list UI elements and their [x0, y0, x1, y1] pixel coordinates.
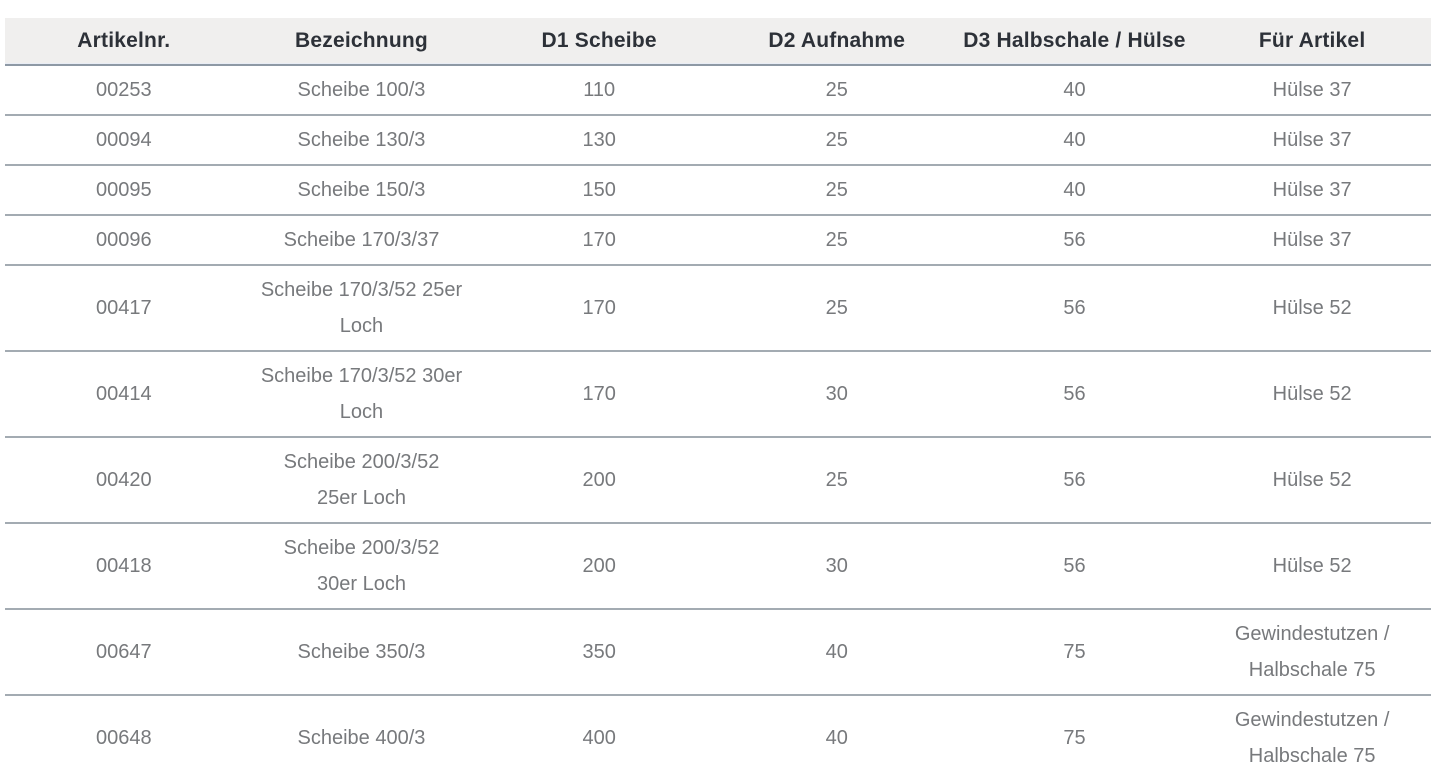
- table-row: 00253 Scheibe 100/3 110 25 40 Hülse 37: [5, 65, 1431, 115]
- cell-d3-halbschale-huelse: 56: [955, 436, 1194, 523]
- cell-d1-scheibe: 130: [480, 114, 718, 165]
- cell-d1-scheibe: 170: [480, 214, 718, 265]
- cell-fuer-artikel: Hülse 52: [1193, 522, 1431, 609]
- column-header-d3-halbschale-huelse: D3 Halbschale / Hülse: [955, 18, 1194, 66]
- cell-artikelnr: 00096: [5, 214, 243, 265]
- cell-d1-scheibe: 200: [480, 436, 718, 523]
- cell-d1-scheibe: 400: [480, 694, 718, 775]
- cell-d2-aufnahme: 25: [717, 164, 956, 215]
- cell-fuer-artikel: Hülse 52: [1193, 350, 1431, 437]
- column-header-d1-scheibe: D1 Scheibe: [480, 18, 718, 66]
- cell-fuer-artikel: Hülse 37: [1193, 164, 1431, 215]
- cell-bezeichnung: Scheibe 170/3/52 30er Loch: [242, 350, 481, 437]
- table-header: Artikelnr. Bezeichnung D1 Scheibe D2 Auf…: [5, 18, 1431, 66]
- table-header-row: Artikelnr. Bezeichnung D1 Scheibe D2 Auf…: [5, 18, 1431, 66]
- cell-d1-scheibe: 170: [480, 350, 718, 437]
- cell-artikelnr: 00647: [5, 608, 243, 695]
- cell-fuer-artikel: Hülse 37: [1193, 114, 1431, 165]
- cell-d1-scheibe: 350: [480, 608, 718, 695]
- cell-artikelnr: 00420: [5, 436, 243, 523]
- table-row: 00417 Scheibe 170/3/52 25er Loch 170 25 …: [5, 264, 1431, 351]
- cell-d3-halbschale-huelse: 56: [955, 214, 1194, 265]
- table-row: 00647 Scheibe 350/3 350 40 75 Gewindestu…: [5, 608, 1431, 695]
- cell-d1-scheibe: 200: [480, 522, 718, 609]
- cell-d3-halbschale-huelse: 56: [955, 350, 1194, 437]
- cell-d2-aufnahme: 25: [717, 214, 956, 265]
- cell-d2-aufnahme: 30: [717, 350, 956, 437]
- cell-bezeichnung: Scheibe 350/3: [242, 608, 481, 695]
- table-row: 00418 Scheibe 200/3/52 30er Loch 200 30 …: [5, 522, 1431, 609]
- table-row: 00094 Scheibe 130/3 130 25 40 Hülse 37: [5, 114, 1431, 165]
- cell-d1-scheibe: 170: [480, 264, 718, 351]
- cell-fuer-artikel: Hülse 37: [1193, 214, 1431, 265]
- table-row: 00096 Scheibe 170/3/37 170 25 56 Hülse 3…: [5, 214, 1431, 265]
- table-row: 00414 Scheibe 170/3/52 30er Loch 170 30 …: [5, 350, 1431, 437]
- column-header-d2-aufnahme: D2 Aufnahme: [717, 18, 956, 66]
- table-row: 00095 Scheibe 150/3 150 25 40 Hülse 37: [5, 164, 1431, 215]
- cell-fuer-artikel: Hülse 52: [1193, 264, 1431, 351]
- column-header-artikelnr: Artikelnr.: [5, 18, 243, 66]
- cell-fuer-artikel: Gewindestutzen / Halbschale 75: [1193, 608, 1431, 695]
- cell-artikelnr: 00417: [5, 264, 243, 351]
- cell-d3-halbschale-huelse: 75: [955, 608, 1194, 695]
- cell-artikelnr: 00094: [5, 114, 243, 165]
- cell-fuer-artikel: Hülse 37: [1193, 65, 1431, 115]
- cell-d2-aufnahme: 40: [717, 608, 956, 695]
- cell-fuer-artikel: Hülse 52: [1193, 436, 1431, 523]
- cell-bezeichnung: Scheibe 170/3/52 25er Loch: [242, 264, 481, 351]
- cell-d3-halbschale-huelse: 56: [955, 264, 1194, 351]
- cell-d2-aufnahme: 25: [717, 436, 956, 523]
- cell-bezeichnung: Scheibe 200/3/52 25er Loch: [242, 436, 481, 523]
- cell-d3-halbschale-huelse: 40: [955, 164, 1194, 215]
- product-spec-table: Artikelnr. Bezeichnung D1 Scheibe D2 Auf…: [5, 18, 1431, 775]
- cell-bezeichnung: Scheibe 150/3: [242, 164, 481, 215]
- product-spec-table-container: Artikelnr. Bezeichnung D1 Scheibe D2 Auf…: [5, 18, 1431, 775]
- cell-bezeichnung: Scheibe 200/3/52 30er Loch: [242, 522, 481, 609]
- column-header-bezeichnung: Bezeichnung: [242, 18, 481, 66]
- table-row: 00648 Scheibe 400/3 400 40 75 Gewindestu…: [5, 694, 1431, 775]
- cell-d3-halbschale-huelse: 40: [955, 114, 1194, 165]
- cell-d1-scheibe: 110: [480, 65, 718, 115]
- cell-artikelnr: 00648: [5, 694, 243, 775]
- table-body: 00253 Scheibe 100/3 110 25 40 Hülse 37 0…: [5, 65, 1431, 775]
- cell-d3-halbschale-huelse: 56: [955, 522, 1194, 609]
- cell-d3-halbschale-huelse: 40: [955, 65, 1194, 115]
- cell-d3-halbschale-huelse: 75: [955, 694, 1194, 775]
- cell-d2-aufnahme: 40: [717, 694, 956, 775]
- cell-bezeichnung: Scheibe 100/3: [242, 65, 481, 115]
- cell-d2-aufnahme: 25: [717, 65, 956, 115]
- cell-bezeichnung: Scheibe 170/3/37: [242, 214, 481, 265]
- table-row: 00420 Scheibe 200/3/52 25er Loch 200 25 …: [5, 436, 1431, 523]
- cell-artikelnr: 00414: [5, 350, 243, 437]
- cell-d2-aufnahme: 30: [717, 522, 956, 609]
- cell-fuer-artikel: Gewindestutzen / Halbschale 75: [1193, 694, 1431, 775]
- cell-bezeichnung: Scheibe 130/3: [242, 114, 481, 165]
- cell-d2-aufnahme: 25: [717, 264, 956, 351]
- cell-d2-aufnahme: 25: [717, 114, 956, 165]
- cell-artikelnr: 00418: [5, 522, 243, 609]
- cell-d1-scheibe: 150: [480, 164, 718, 215]
- cell-artikelnr: 00253: [5, 65, 243, 115]
- column-header-fuer-artikel: Für Artikel: [1193, 18, 1431, 66]
- cell-bezeichnung: Scheibe 400/3: [242, 694, 481, 775]
- cell-artikelnr: 00095: [5, 164, 243, 215]
